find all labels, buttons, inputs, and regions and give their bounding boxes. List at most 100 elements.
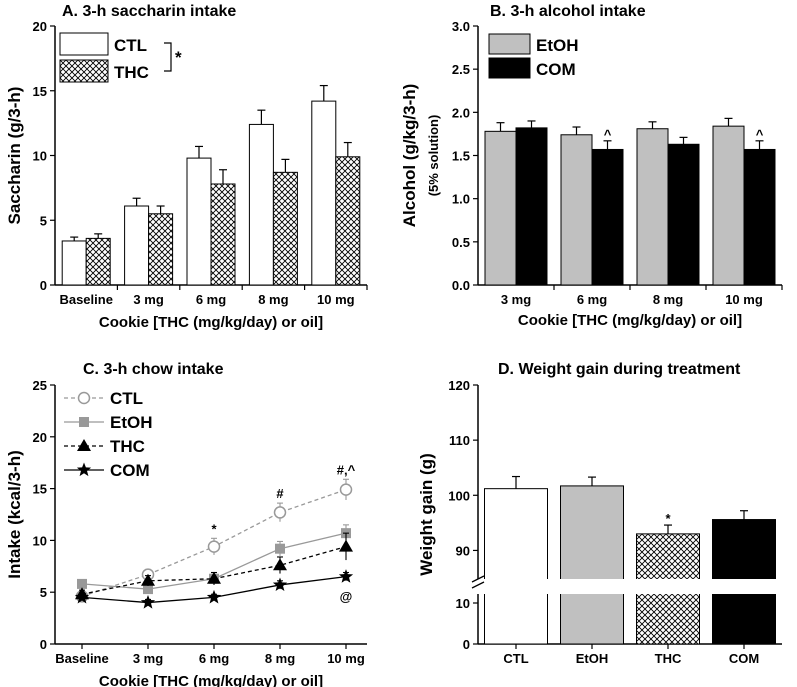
y-tick-label: 0 — [40, 637, 47, 652]
y-tick-label: 20 — [33, 430, 47, 445]
point-com-10-mg — [338, 569, 354, 583]
legend-marker-etoh — [79, 417, 89, 427]
upper-y-tick-label: 90 — [456, 543, 470, 558]
x-axis-label: Cookie [THC (mg/kg/day) or oil] — [99, 673, 323, 687]
point-thc-6-mg — [207, 571, 221, 584]
upper-y-tick-label: 120 — [448, 378, 470, 393]
legend-label-etoh: EtOH — [110, 413, 153, 432]
x-tick-label: 3 mg — [133, 651, 163, 666]
upper-y-tick-label: 100 — [448, 488, 470, 503]
y-axis-label: Alcohol (g/kg/3-h) — [400, 84, 419, 228]
significance-marker: @ — [340, 589, 353, 604]
upper-y-tick-label: 110 — [449, 433, 470, 448]
bar-etoh-6-mg — [560, 134, 593, 286]
x-tick-label: 6 mg — [199, 651, 229, 666]
y-tick-label: 5 — [40, 585, 47, 600]
bar-etoh-3-mg — [484, 130, 517, 286]
panel-c-chow-chart: C. 3-h chow intake 0 5 10 15 20 25 Baseline 3 mg… — [5, 361, 367, 687]
y-tick-label: 10 — [33, 533, 47, 548]
bar-thc-baseline — [85, 237, 111, 286]
legend-label-com: COM — [536, 60, 576, 79]
significance-marker: ^ — [604, 127, 612, 142]
x-tick-label: 3 mg — [133, 292, 163, 307]
axis-break-gap — [468, 579, 786, 594]
bar-com-3-mg — [515, 127, 548, 286]
x-axis-label: Cookie [THC (mg/kg/day) or oil] — [99, 314, 323, 331]
legend-marker-com — [76, 462, 92, 477]
bar-com-6-mg — [591, 148, 624, 286]
x-tick-label: 8 mg — [258, 292, 288, 307]
bar-thc-8-mg — [272, 171, 298, 286]
chart-title: B. 3-h alcohol intake — [490, 3, 646, 20]
bar-com-8-mg — [667, 143, 700, 286]
legend-bracket — [164, 42, 172, 72]
y-tick-label: 2.0 — [452, 105, 470, 120]
panel-b-alcohol-chart: B. 3-h alcohol intake 0.0 0.5 1.0 1.5 2.0 2.5 3… — [400, 3, 783, 329]
point-thc-3-mg — [141, 573, 155, 586]
panel-a-saccharin-chart: A. 3-h saccharin intake 0 5 10 15 20 Baseline 3… — [5, 3, 368, 331]
legend-swatch-thc — [59, 59, 109, 83]
point-ctl-6-mg — [207, 540, 221, 553]
point-com-8-mg — [272, 577, 288, 592]
legend-swatch-etoh — [488, 33, 531, 55]
legend-label-etoh: EtOH — [536, 36, 579, 55]
bar-ctl — [484, 488, 548, 645]
lower-y-tick-label: 10 — [456, 596, 470, 611]
bar-ctl-8-mg — [248, 123, 274, 286]
lower-y-tick-label: 0 — [463, 637, 470, 652]
y-axis-label: Saccharin (g/3-h) — [5, 87, 24, 225]
x-tick-label: Baseline — [55, 651, 108, 666]
bar-etoh — [560, 485, 624, 645]
legend-label-ctl: CTL — [114, 36, 147, 55]
x-axis-label: Cookie [THC (mg/kg/day) or oil] — [518, 312, 742, 329]
chart-title: C. 3-h chow intake — [83, 361, 224, 378]
panel-d-weight-chart: D. Weight gain during treatment 0 10 90 100 1… — [417, 361, 786, 666]
point-thc-8-mg — [273, 558, 287, 571]
point-ctl-8-mg — [273, 506, 287, 519]
legend-swatch-ctl — [59, 32, 109, 56]
bar-ctl-10-mg — [311, 100, 337, 286]
bar-thc-10-mg — [335, 156, 361, 286]
y-tick-label: 1.5 — [452, 149, 470, 164]
point-com-baseline — [74, 589, 90, 604]
x-tick-label: 3 mg — [501, 292, 531, 307]
y-tick-label: 2.5 — [452, 62, 470, 77]
legend-label-thc: THC — [110, 437, 145, 456]
x-tick-label: 8 mg — [265, 651, 295, 666]
bar-ctl-baseline — [61, 240, 87, 286]
y-tick-label: 3.0 — [452, 19, 470, 34]
bar-thc-3-mg — [148, 213, 174, 286]
significance-marker: * — [211, 521, 217, 536]
legend-label-ctl: CTL — [110, 389, 143, 408]
point-com-3-mg — [140, 595, 156, 609]
axis-break-mark — [471, 575, 485, 583]
x-tick-label: CTL — [503, 651, 528, 666]
significance-marker: # — [276, 486, 284, 501]
legend-swatch-com — [488, 57, 531, 79]
y-tick-label: 0 — [40, 278, 47, 293]
axis-break-mark — [471, 581, 485, 589]
bar-ctl-6-mg — [186, 157, 212, 286]
bar-ctl-3-mg — [124, 205, 150, 286]
point-ctl-10-mg — [339, 483, 353, 496]
bar-etoh-8-mg — [636, 128, 669, 286]
chart-title: A. 3-h saccharin intake — [62, 3, 236, 20]
significance-marker: #,^ — [337, 462, 356, 477]
x-tick-label: EtOH — [576, 651, 609, 666]
y-axis-label: Intake (kcal/3-h) — [5, 450, 24, 579]
chart-title: D. Weight gain during treatment — [498, 361, 741, 378]
legend-label-thc: THC — [114, 63, 149, 82]
x-tick-label: 10 mg — [725, 292, 763, 307]
point-etoh-baseline — [77, 578, 87, 589]
significance-marker: ^ — [756, 127, 764, 142]
x-tick-label: 6 mg — [577, 292, 607, 307]
bar-com-10-mg — [743, 148, 776, 286]
x-tick-label: THC — [655, 651, 682, 666]
bar-thc-6-mg — [210, 183, 236, 286]
x-tick-label: 6 mg — [196, 292, 226, 307]
x-tick-label: Baseline — [59, 292, 112, 307]
legend-marker-thc — [77, 439, 91, 451]
legend-marker-ctl — [77, 391, 91, 405]
y-tick-label: 0.5 — [452, 235, 470, 250]
y-tick-label: 0.0 — [452, 278, 470, 293]
